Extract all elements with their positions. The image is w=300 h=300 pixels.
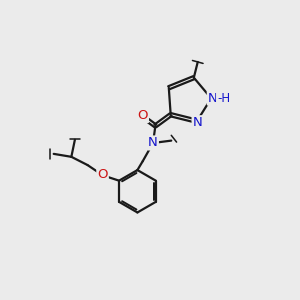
- Text: -H: -H: [217, 92, 230, 104]
- Text: N: N: [208, 92, 218, 104]
- Text: O: O: [97, 168, 108, 181]
- Text: N: N: [148, 136, 158, 149]
- Text: O: O: [137, 109, 148, 122]
- Text: N: N: [193, 116, 202, 129]
